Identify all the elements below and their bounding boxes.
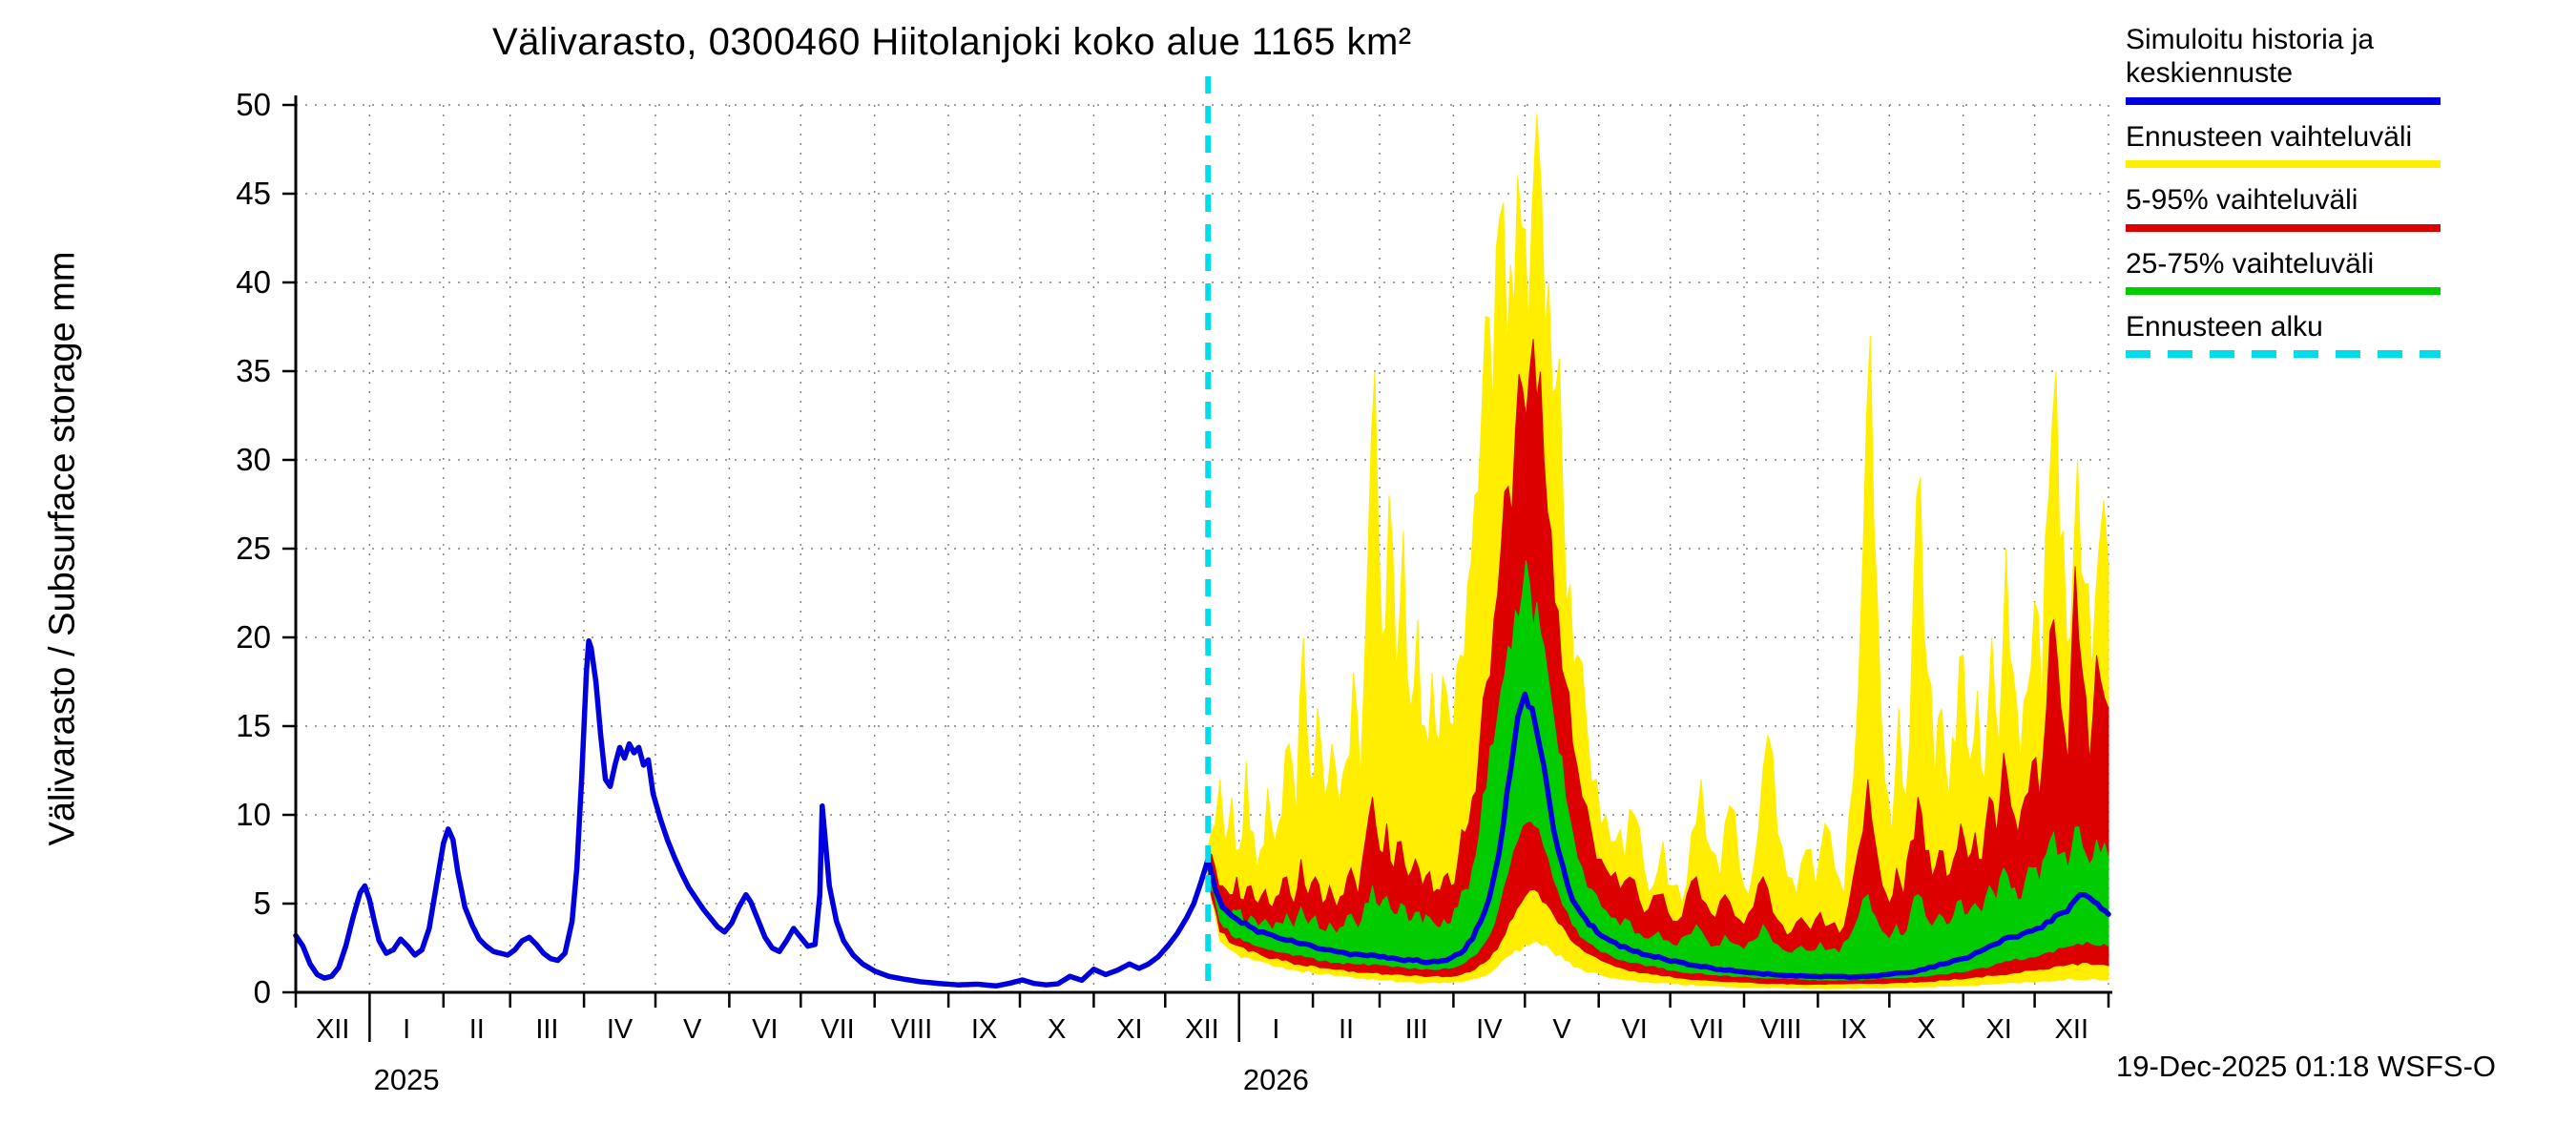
month-label: XI [1116, 1014, 1142, 1045]
month-label: VII [821, 1014, 854, 1045]
month-label: IX [1840, 1014, 1866, 1045]
x-tick-labels: XII I II III IV V VI VII VIII IX X XI XII I II III IV V VI… [316, 1014, 2088, 1096]
month-label: VI [1621, 1014, 1647, 1045]
month-label: XII [316, 1014, 349, 1045]
legend-item-3: 25-75% vaihteluväli [2126, 247, 2455, 295]
legend-swatch-0 [2126, 96, 2441, 105]
median-line [1205, 691, 2111, 980]
month-label: XI [1985, 1014, 2011, 1045]
y-tick-label: 50 [236, 87, 271, 122]
month-label: IX [971, 1014, 997, 1045]
y-tick-label: 5 [254, 885, 271, 921]
timestamp: 19-Dec-2025 01:18 WSFS-O [2116, 1050, 2497, 1083]
month-label: I [403, 1014, 410, 1045]
history-line [293, 637, 1211, 989]
y-tick-label: 35 [236, 353, 271, 388]
y-tick-label: 15 [236, 708, 271, 743]
legend-item-0: Simuloitu historia ja keskiennuste [2126, 23, 2455, 105]
month-label: VIII [891, 1014, 933, 1045]
y-tick-label: 10 [236, 797, 271, 832]
legend-label: Ennusteen vaihteluväli [2126, 120, 2413, 153]
month-label: III [1405, 1014, 1428, 1045]
legend-label: Ennusteen alku [2126, 310, 2323, 343]
legend-item-4: Ennusteen alku [2126, 310, 2455, 359]
legend-label: 25-75% vaihteluväli [2126, 247, 2375, 280]
band-yellow [1207, 114, 2109, 989]
legend-swatch-3 [2126, 286, 2441, 295]
ticks [282, 103, 2110, 1042]
month-label: IV [607, 1014, 634, 1045]
y-tick-label: 45 [236, 176, 271, 211]
month-label: II [1339, 1014, 1354, 1045]
axes [294, 95, 2112, 994]
legend-item-2: 5-95% vaihteluväli [2126, 183, 2455, 232]
y-tick-label: 30 [236, 442, 271, 477]
month-label: VII [1691, 1014, 1724, 1045]
month-label: I [1272, 1014, 1279, 1045]
month-label: III [535, 1014, 558, 1045]
legend-label: Simuloitu historia ja keskiennuste [2126, 24, 2375, 90]
legend-item-1: Ennusteen vaihteluväli [2126, 120, 2455, 169]
month-label: II [469, 1014, 485, 1045]
year-label: 2026 [1243, 1063, 1309, 1096]
month-label: X [1917, 1014, 1935, 1045]
month-label: X [1048, 1014, 1066, 1045]
legend-swatch-1 [2126, 160, 2441, 169]
legend-swatch-4 [2126, 350, 2441, 359]
y-tick-label: 25 [236, 531, 271, 566]
month-label: V [1552, 1014, 1571, 1045]
month-label: VIII [1760, 1014, 1802, 1045]
month-label: IV [1476, 1014, 1503, 1045]
month-label: VI [752, 1014, 778, 1045]
y-tick-label: 20 [236, 619, 271, 655]
y-tick-label: 0 [254, 974, 271, 1010]
year-label: 2025 [374, 1063, 440, 1096]
legend: Simuloitu historia ja keskiennuste Ennust… [2126, 23, 2455, 373]
month-label: XII [2055, 1014, 2088, 1045]
gridlines [296, 104, 2109, 992]
y-tick-label: 40 [236, 264, 271, 300]
month-label: V [683, 1014, 702, 1045]
legend-label: 5-95% vaihteluväli [2126, 184, 2358, 217]
chart-title: Välivarasto, 0300460 Hiitolanjoki koko a… [492, 21, 1412, 63]
legend-swatch-2 [2126, 223, 2441, 232]
month-label: XII [1185, 1014, 1218, 1045]
y-tick-labels: 0 5 10 15 20 25 30 35 40 45 50 [236, 87, 271, 1010]
